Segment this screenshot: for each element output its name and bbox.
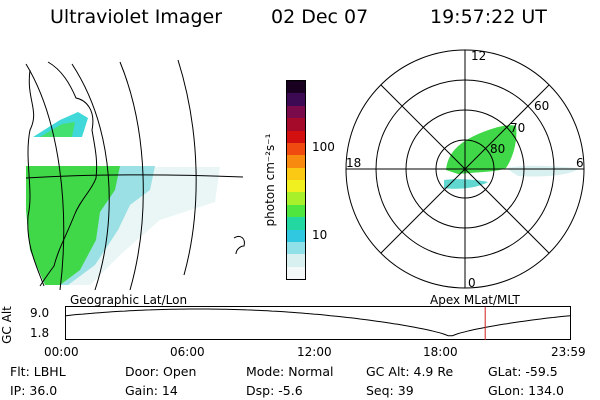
mlt-label-6: 6 xyxy=(576,156,584,170)
colorbar xyxy=(286,80,306,280)
polar-panel-label: Apex MLat/MLT xyxy=(430,293,520,307)
meridian-1 xyxy=(71,63,110,290)
lat-label-80: 80 xyxy=(490,142,505,156)
gc-alt-status: GC Alt: 4.9 Re xyxy=(366,364,454,379)
colorbar-segment xyxy=(287,192,305,205)
colorbar-segment xyxy=(287,229,305,242)
mlt-label-12: 12 xyxy=(471,49,486,63)
timeline-ytick-bottom: 1.8 xyxy=(30,326,50,340)
aurora-upper-cyan xyxy=(33,112,88,137)
colorbar-segment xyxy=(287,204,305,218)
polar-aurora-pale xyxy=(506,165,578,177)
geographic-panel-label: Geographic Lat/Lon xyxy=(70,293,188,307)
timeline-frame xyxy=(65,306,571,340)
orbit-altitude-curve xyxy=(65,308,571,337)
colorbar-segment xyxy=(287,167,305,180)
lat-label-60: 60 xyxy=(534,99,549,113)
coastline-island xyxy=(233,235,245,255)
colorbar-segment xyxy=(287,155,305,168)
meridian-3 xyxy=(177,59,197,276)
geographic-map-panel xyxy=(25,59,245,290)
colorbar-segment xyxy=(287,217,305,230)
polar-plot: 12 18 6 0 60 70 80 xyxy=(345,49,585,290)
timeline-ytick-top: 9.0 xyxy=(30,306,50,320)
glon-status: GLon: 134.0 xyxy=(488,383,564,398)
aurora-green-region xyxy=(26,166,120,285)
colorbar-segment xyxy=(287,180,305,193)
timeline-xtick-0600: 06:00 xyxy=(170,345,205,359)
aurora-upper-green xyxy=(40,122,75,137)
colorbar-unit-label: photon cm⁻²s⁻¹ xyxy=(263,133,277,227)
meridian-0 xyxy=(25,63,65,290)
filter-status: Flt: LBHL xyxy=(10,364,66,379)
colorbar-segment xyxy=(287,254,305,267)
polar-aurora-green xyxy=(446,125,517,174)
door-status: Door: Open xyxy=(125,364,197,379)
timeline-ylabel: GC Alt xyxy=(0,306,14,344)
timeline-xtick-1200: 12:00 xyxy=(297,345,332,359)
axis-diag-2 xyxy=(380,84,550,254)
colorbar-tick-10: 10 xyxy=(312,228,328,242)
coastline-west xyxy=(27,69,45,287)
mode-status: Mode: Normal xyxy=(246,364,334,379)
ip-status: IP: 36.0 xyxy=(10,383,58,398)
colorbar-segment xyxy=(287,105,305,119)
time-label: 19:57:22 UT xyxy=(430,6,547,28)
colorbar-segment xyxy=(287,266,305,279)
timeline-xtick-2359: 23:59 xyxy=(551,345,586,359)
colorbar-segment xyxy=(287,81,305,94)
colorbar-segment xyxy=(287,130,305,143)
gain-status: Gain: 14 xyxy=(125,383,178,398)
altitude-timeline xyxy=(65,306,571,340)
glat-status: GLat: -59.5 xyxy=(488,364,558,379)
aurora-swath xyxy=(26,112,220,285)
timeline-xtick-1800: 18:00 xyxy=(423,345,458,359)
instrument-title: Ultraviolet Imager xyxy=(50,6,223,28)
colorbar-tick-100: 100 xyxy=(312,140,335,154)
coastline-east xyxy=(39,61,98,287)
colorbar-segment xyxy=(287,93,305,106)
colorbar-segment xyxy=(287,118,305,131)
dsp-status: Dsp: -5.6 xyxy=(246,383,303,398)
timeline-xtick-0000: 00:00 xyxy=(44,345,79,359)
latitude-line xyxy=(25,174,244,179)
mlt-label-18: 18 xyxy=(346,156,361,170)
mlt-label-0: 0 xyxy=(468,276,476,290)
colorbar-segment xyxy=(287,241,305,255)
date-label: 02 Dec 07 xyxy=(271,6,369,28)
seq-status: Seq: 39 xyxy=(366,383,414,398)
colorbar-segment xyxy=(287,142,305,156)
lat-label-70: 70 xyxy=(510,121,525,135)
meridian-2 xyxy=(119,61,144,290)
